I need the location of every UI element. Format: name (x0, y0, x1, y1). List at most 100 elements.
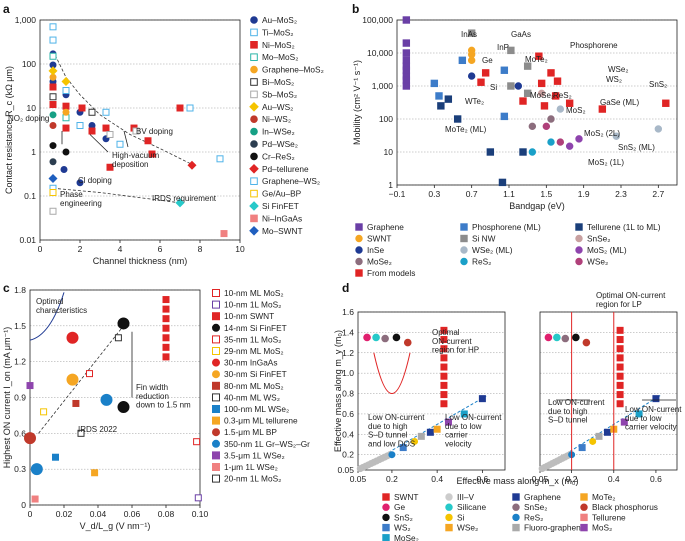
data-point (440, 372, 448, 380)
optimal-curve (29, 292, 65, 341)
legend-label: 35-nm 1L MoS₂ (224, 334, 281, 344)
data-point (440, 381, 448, 389)
data-point (76, 122, 84, 130)
legend-label: 0.3-μm ML tellurene (224, 416, 298, 426)
y-tick-label: 100 (22, 59, 36, 69)
panel-label-c: c (3, 281, 10, 295)
x-tick-label: 0.6 (650, 474, 662, 484)
legend-label: 10-nm SWNT (224, 311, 274, 321)
data-point (132, 127, 140, 135)
data-point (49, 207, 57, 215)
data-point (616, 381, 624, 389)
data-point (528, 148, 537, 156)
panel-a: 0.01 0.1 1 10 100 1,000 0 2 4 6 8 10 Channel thickne… (4, 15, 324, 266)
legend-marker (512, 523, 520, 532)
data-point (417, 432, 425, 440)
data-point (40, 408, 48, 416)
data-point (523, 62, 532, 70)
data-point (433, 425, 441, 433)
data-point (437, 102, 445, 110)
legend-label: In–WSe₂ (262, 127, 295, 137)
legend-label: 100-nm ML WSe₂ (224, 404, 289, 414)
data-point (444, 418, 452, 426)
data-point (403, 338, 412, 347)
annotation-optimal-lp: Optimal ON-current region for LP (596, 291, 666, 309)
legend-marker (212, 405, 220, 413)
data-point (88, 108, 96, 116)
legend-marker (575, 223, 583, 231)
legend-label: Graphene–MoS₂ (262, 65, 324, 75)
legend-label: 29-nm ML MoS₂ (224, 346, 284, 356)
x-axis-label: V_d/L_g (V nm⁻¹) (80, 521, 151, 531)
annotation-cl-doping: Cl doping (78, 176, 112, 185)
legend-marker (212, 416, 220, 425)
x-tick-label: 0 (28, 509, 33, 519)
y-tick-label: 0.3 (14, 464, 26, 474)
x-tick-label: 1.5 (540, 189, 552, 199)
legend-marker (212, 300, 220, 309)
material-label: SnS₂ (ML) (618, 143, 655, 152)
data-point (86, 370, 93, 378)
data-point (616, 336, 624, 344)
data-point (49, 36, 57, 44)
x-tick-label: 8 (198, 244, 203, 254)
legend-marker (355, 223, 363, 231)
data-point (162, 353, 170, 361)
legend-marker (382, 513, 390, 522)
legend-label: WSe₂ (457, 523, 478, 533)
data-point (186, 104, 194, 112)
y-tick-label: 0.1 (24, 191, 36, 201)
legend-marker (512, 503, 520, 511)
data-point (616, 372, 624, 380)
annotation-irds: IRDS requirement (152, 194, 217, 203)
data-point (598, 105, 607, 113)
data-point (106, 130, 114, 138)
annotation-optimal-hp: Optimal ON-current region for HP (432, 328, 479, 355)
data-point (148, 150, 156, 158)
y-tick-label: 1.5 (14, 321, 26, 331)
plot-frame (39, 19, 241, 241)
x-tick-label: −0.1 (389, 189, 406, 199)
data-point (616, 354, 624, 362)
x-tick-label: 4 (118, 244, 123, 254)
x-axis-label: Effective mass along m_x (m₀) (456, 476, 578, 486)
legend-marker (212, 393, 220, 402)
arrow (89, 134, 109, 153)
legend-label: Si NW (472, 234, 496, 244)
x-tick-label: 2 (78, 244, 83, 254)
legend-marker (212, 381, 220, 390)
legend-marker (580, 513, 588, 522)
legend-marker (512, 513, 520, 522)
data-point (481, 69, 490, 77)
data-point (162, 343, 170, 351)
x-tick-label: 2.7 (652, 189, 664, 199)
legend-marker (250, 65, 258, 74)
legend-label: Sb–MoS₂ (262, 89, 297, 99)
data-point (48, 173, 58, 183)
material-label: ReS₂ (553, 91, 572, 100)
data-point (507, 82, 515, 90)
data-point (62, 108, 70, 116)
legend-label: Ti–MoS₂ (262, 27, 294, 37)
data-point (52, 453, 59, 461)
legend-marker (575, 234, 583, 243)
irds-line (52, 187, 181, 204)
y-tick-label: 0.05 (337, 465, 354, 475)
data-point (162, 296, 170, 304)
y-tick-label: 1.4 (342, 327, 354, 337)
legend-label: Au–WS₂ (262, 102, 293, 112)
x-tick-label: 0.10 (192, 509, 209, 519)
legend-label: 30-nm Si FinFET (224, 369, 287, 379)
legend-label: SWNT (394, 492, 418, 502)
y-axis-label: Mobility (cm² V⁻¹ s⁻¹) (352, 60, 362, 145)
data-point (49, 158, 57, 166)
data-point (114, 334, 122, 342)
material-label: MoSe₂ (530, 91, 554, 100)
legend-marker (212, 370, 220, 379)
annotation-low-right-b: Low ON-current due to low carrier velocity (625, 405, 682, 432)
legend-label: 20-nm 1L MoS₂ (224, 474, 281, 484)
legend-marker (250, 189, 258, 198)
data-point (537, 89, 546, 98)
data-point (440, 354, 448, 362)
legend-label: 14-nm Si FinFET (224, 323, 287, 333)
